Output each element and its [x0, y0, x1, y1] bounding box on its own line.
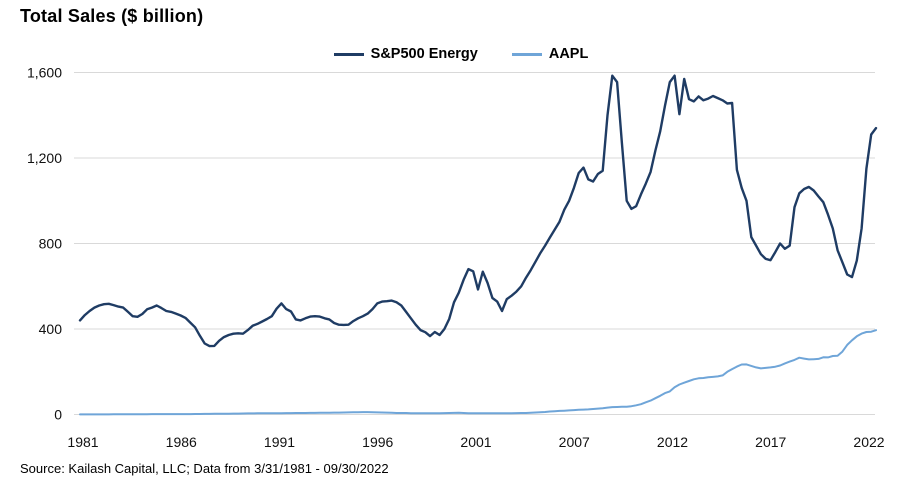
source-note: Source: Kailash Capital, LLC; Data from … — [20, 461, 389, 476]
chart-legend: S&P500 Energy AAPL — [0, 46, 922, 62]
svg-text:1,200: 1,200 — [27, 150, 62, 166]
svg-text:1996: 1996 — [362, 434, 393, 450]
legend-item-aapl: AAPL — [511, 46, 589, 62]
y-axis-labels: 0 400 800 1,200 1,600 — [27, 65, 62, 423]
legend-label-aapl: AAPL — [548, 46, 589, 62]
legend-label-sp500-energy: S&P500 Energy — [370, 46, 478, 62]
svg-text:2012: 2012 — [657, 434, 688, 450]
sp500-energy-line-swatch — [333, 52, 364, 56]
chart-title: Total Sales ($ billion) — [20, 6, 204, 26]
svg-text:0: 0 — [54, 407, 62, 423]
svg-text:400: 400 — [39, 321, 63, 337]
svg-text:1,600: 1,600 — [27, 65, 62, 81]
svg-text:2001: 2001 — [460, 434, 491, 450]
svg-text:2007: 2007 — [559, 434, 590, 450]
svg-text:2022: 2022 — [853, 434, 884, 450]
x-axis-labels: 1981 1986 1991 1996 2001 2007 2012 2017 2022 — [67, 434, 884, 450]
aapl-line-swatch — [511, 52, 542, 56]
svg-text:1986: 1986 — [166, 434, 197, 450]
svg-text:1981: 1981 — [67, 434, 98, 450]
svg-text:2017: 2017 — [755, 434, 786, 450]
series-sp500-energy-line — [78, 74, 878, 348]
series-aapl-line — [79, 329, 877, 416]
svg-text:800: 800 — [39, 236, 63, 252]
svg-text:1991: 1991 — [264, 434, 295, 450]
legend-item-sp500-energy: S&P500 Energy — [333, 46, 478, 62]
